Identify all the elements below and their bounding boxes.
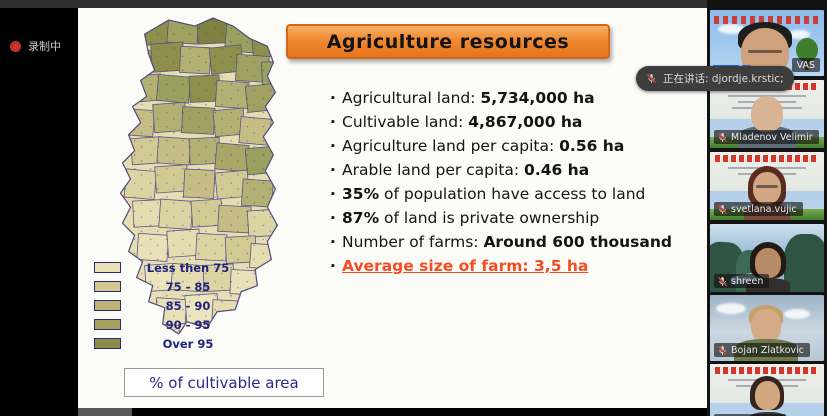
- participant-video-4[interactable]: shreen: [710, 224, 824, 292]
- bullet-value: Average size of farm: 3,5 ha: [342, 257, 589, 275]
- mic-muted-icon: [717, 276, 728, 286]
- mic-icon: [646, 73, 657, 84]
- bullet-item: Agriculture land per capita: 0.56 ha: [330, 134, 702, 158]
- bullet-value: 0.46 ha: [524, 161, 590, 179]
- bullet-post: of population have access to land: [379, 185, 646, 203]
- participant-name-badge: Bojan Zlatkovic: [714, 343, 810, 357]
- bullet-value: 0.56 ha: [559, 137, 625, 155]
- legend-label: 90 - 95: [165, 317, 211, 332]
- participant-video-2[interactable]: Mladenov Velimir: [710, 80, 824, 148]
- bullet-item-highlight: Average size of farm: 3,5 ha: [330, 254, 702, 278]
- background-banner-text: [715, 367, 819, 374]
- legend-label: Over 95: [162, 336, 214, 351]
- recording-indicator: 录制中: [10, 38, 61, 54]
- participant-name-badge: VAS: [791, 58, 820, 72]
- legend-row: Over 95: [94, 336, 274, 351]
- legend-label: Less then 75: [146, 260, 230, 275]
- active-speaker-text: 正在讲话: djordje.krstic;: [663, 73, 784, 85]
- bullet-item: Cultivable land: 4,867,000 ha: [330, 110, 702, 134]
- bullet-pre: Agricultural land:: [342, 89, 481, 107]
- map-legend: Less then 75 75 - 85 85 - 90 90 - 95 Ove…: [94, 260, 274, 355]
- face: [755, 381, 780, 410]
- participant-name: shreen: [731, 275, 764, 287]
- cloud-shape: [716, 303, 746, 314]
- legend-label: 85 - 90: [165, 298, 211, 313]
- window-top-bar: [0, 0, 827, 8]
- legend-swatch: [94, 262, 121, 273]
- bullet-pre: Arable land per capita:: [342, 161, 525, 179]
- bullet-item: 35% of population have access to land: [330, 182, 702, 206]
- bullet-item: 87% of land is private ownership: [330, 206, 702, 230]
- participant-name: Bojan Zlatkovic: [731, 344, 804, 356]
- map-caption: % of cultivable area: [149, 373, 299, 392]
- cloud-shape: [788, 30, 810, 39]
- map-caption-box: % of cultivable area: [124, 368, 324, 397]
- mic-muted-icon: [717, 132, 728, 142]
- legend-swatch: [94, 338, 121, 349]
- recording-label: 录制中: [28, 40, 61, 53]
- mic-muted-icon: [717, 345, 728, 355]
- bullet-pre: Agriculture land per capita:: [342, 137, 560, 155]
- background-banner-text: [715, 155, 819, 162]
- participant-name-badge: svetlana.vujic: [714, 202, 803, 216]
- bullet-item: Number of farms: Around 600 thousand: [330, 230, 702, 254]
- face: [751, 309, 781, 343]
- tree-icon: [796, 38, 818, 62]
- legend-row: 90 - 95: [94, 317, 274, 332]
- legend-swatch: [94, 300, 121, 311]
- legend-row: Less then 75: [94, 260, 274, 275]
- mountain-shape: [784, 234, 824, 292]
- participant-name: VAS: [796, 59, 815, 71]
- bullet-value: Around 600 thousand: [483, 233, 672, 251]
- glasses: [756, 185, 778, 188]
- participant-name: Mladenov Velimir: [731, 131, 813, 143]
- legend-swatch: [94, 319, 121, 330]
- legend-row: 75 - 85: [94, 279, 274, 294]
- participant-video-5[interactable]: Bojan Zlatkovic: [710, 295, 824, 361]
- participants-sidebar: VAS Mladenov Velimir: [707, 0, 827, 416]
- bullet-value: 4,867,000 ha: [468, 113, 583, 131]
- serbia-choropleth-map: [119, 17, 279, 335]
- slide-title-banner: Agriculture resources: [286, 24, 610, 59]
- bullet-item: Agricultural land: 5,734,000 ha: [330, 86, 702, 110]
- participant-video-6[interactable]: Sara Mikić: [710, 364, 824, 416]
- record-icon: [10, 40, 21, 52]
- participant-video-3[interactable]: svetlana.vujic: [710, 152, 824, 220]
- slide-title: Agriculture resources: [326, 30, 570, 53]
- legend-swatch: [94, 281, 121, 292]
- shared-slide: Agriculture resources Agricultural land:…: [78, 8, 707, 408]
- glasses: [748, 50, 782, 53]
- bullet-item: Arable land per capita: 0.46 ha: [330, 158, 702, 182]
- mic-muted-icon: [717, 204, 728, 214]
- cloud-shape: [784, 309, 810, 319]
- bullet-post: of land is private ownership: [379, 209, 600, 227]
- bullet-pre: Cultivable land:: [342, 113, 469, 131]
- participant-name: svetlana.vujic: [731, 203, 797, 215]
- bullet-value: 87%: [342, 209, 380, 227]
- bullet-value: 5,734,000 ha: [480, 89, 595, 107]
- bullet-list: Agricultural land: 5,734,000 ha Cultivab…: [330, 86, 702, 278]
- legend-row: 85 - 90: [94, 298, 274, 313]
- bullet-value: 35%: [342, 185, 380, 203]
- face: [755, 248, 781, 278]
- participant-video-1[interactable]: VAS: [710, 10, 824, 76]
- taskbar-fragment: [78, 408, 132, 416]
- participant-name-badge: shreen: [714, 274, 770, 288]
- participant-name-badge: Mladenov Velimir: [714, 130, 819, 144]
- face: [753, 172, 781, 204]
- cloud-shape: [718, 24, 744, 34]
- face: [751, 96, 783, 132]
- active-speaker-toast: 正在讲话: djordje.krstic;: [636, 66, 794, 91]
- bullet-pre: Number of farms:: [342, 233, 484, 251]
- background-banner-text: [714, 16, 820, 24]
- legend-label: 75 - 85: [165, 279, 211, 294]
